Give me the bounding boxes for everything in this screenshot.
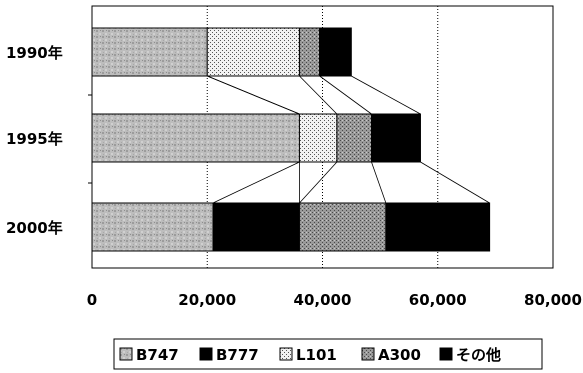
bar-その他-2000年 [385, 202, 491, 252]
legend-label-A300: A300 [378, 346, 421, 364]
legend-label-B777: B777 [216, 346, 259, 364]
bar-B747-1995年 [91, 113, 300, 163]
series-line-1-5 [420, 161, 490, 204]
legend-swatch-L101 [279, 347, 293, 361]
bar-B777-2000年 [212, 202, 300, 252]
x-tick-labels: 0 20,000 40,000 60,000 80,000 [87, 291, 582, 309]
legend-swatch-その他 [439, 347, 453, 361]
series-line-1-3 [299, 161, 338, 204]
legend-box [113, 338, 543, 370]
bar-A300-1990年 [298, 27, 321, 77]
legend: B747 B777 L101 A300 その他 [113, 338, 543, 370]
category-label: 1995年 [6, 130, 63, 148]
category-label: 1990年 [6, 44, 63, 62]
x-tick-label: 0 [87, 291, 97, 309]
bar-B747-1990年 [91, 27, 208, 77]
category-labels: 1990年 1995年 2000年 [6, 44, 63, 237]
plot-area [88, 5, 554, 269]
bar-A300-1995年 [336, 113, 372, 163]
bar-A300-2000年 [298, 202, 387, 252]
legend-swatch-B747 [119, 347, 133, 361]
category-label: 2000年 [6, 219, 63, 237]
x-tick-label: 40,000 [294, 291, 352, 309]
bar-その他-1995年 [370, 113, 421, 163]
legend-swatch-A300 [361, 347, 375, 361]
legend-label-その他: その他 [456, 346, 501, 364]
bar-B747-2000年 [91, 202, 214, 252]
series-line-0-3 [299, 75, 338, 115]
series-line-1-1 [212, 161, 300, 204]
bar-L101-1990年 [206, 27, 300, 77]
series-line-1-4 [371, 161, 387, 204]
series-line-0-4 [319, 75, 372, 115]
bar-L101-1995年 [298, 113, 338, 163]
x-tick-label: 80,000 [524, 291, 582, 309]
x-tick-label: 20,000 [178, 291, 236, 309]
legend-label-B747: B747 [136, 346, 179, 364]
series-line-0-5 [351, 75, 421, 115]
x-tick-label: 60,000 [409, 291, 467, 309]
bar-その他-1990年 [319, 27, 352, 77]
legend-label-L101: L101 [296, 346, 337, 364]
legend-swatch-B777 [199, 347, 213, 361]
series-line-0-2 [207, 75, 300, 115]
